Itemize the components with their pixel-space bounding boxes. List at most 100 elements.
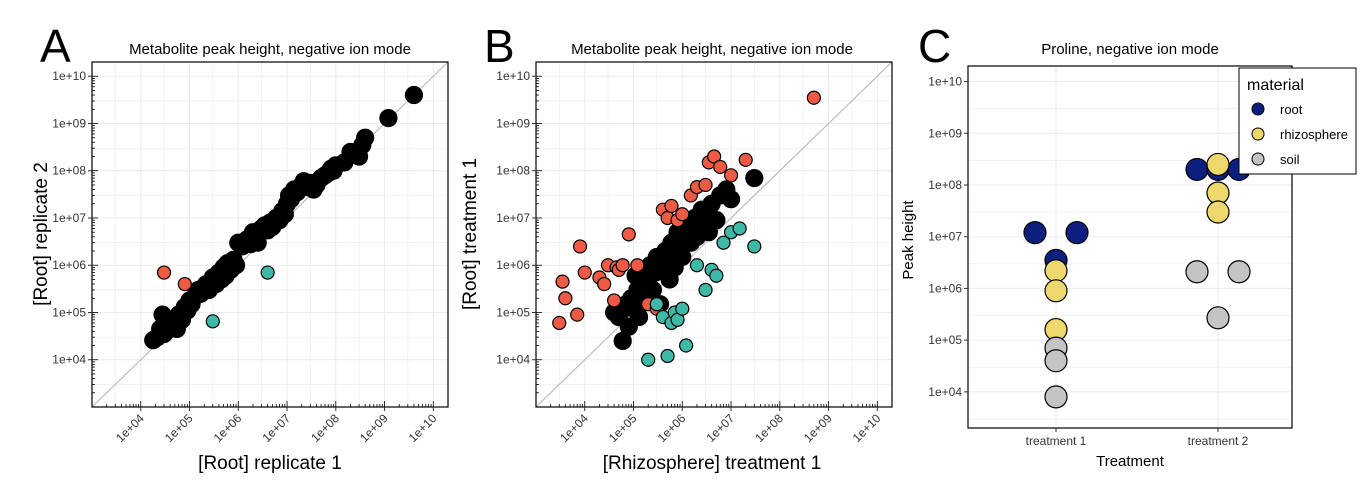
x-axis-tick-label: 1e+08 <box>308 411 342 445</box>
data-point-up <box>570 307 585 322</box>
data-point-default <box>379 108 398 128</box>
data-point-up <box>177 276 192 292</box>
data-point-rhizosphere <box>1206 200 1230 224</box>
data-point-root <box>1023 221 1047 245</box>
panel-a-x-axis-label: [Root] replicate 1 <box>198 453 342 474</box>
data-point-default <box>226 256 246 275</box>
x-axis-tick-label: 1e+06 <box>655 411 689 445</box>
data-point-soil <box>1206 306 1230 330</box>
y-axis-tick-label: 1e+10 <box>52 69 86 83</box>
panel-c-ticks: 1e+04 1e+05 1e+06 1e+07 1e+08 1e+09 1e+10 treat… <box>928 75 1248 448</box>
panel-c-title: Proline, negative ion mode <box>1041 41 1219 58</box>
panel-c-y-axis-label: Peak height <box>900 200 917 280</box>
x-axis-tick-label: 1e+06 <box>211 411 245 445</box>
panel-c-x-axis-label: Treatment <box>1096 453 1165 470</box>
legend-label-soil: soil <box>1280 152 1300 167</box>
y-axis-tick-label: 1e+10 <box>496 69 530 83</box>
y-axis-tick-label: 1e+07 <box>928 230 962 244</box>
data-point-rhizosphere <box>1044 279 1068 303</box>
panel-c-points <box>1023 152 1251 409</box>
data-point-up <box>552 315 567 331</box>
data-point-soil <box>1227 260 1251 284</box>
panel-b-grid <box>536 62 892 407</box>
data-point-down <box>641 352 656 367</box>
legend-label-rhizosphere: rhizosphere <box>1280 127 1348 142</box>
data-point-up <box>675 207 690 222</box>
y-axis-tick-label: 1e+07 <box>496 211 530 225</box>
y-axis-tick-label: 1e+05 <box>496 305 530 319</box>
y-axis-tick-label: 1e+06 <box>928 281 962 295</box>
legend-swatch-root <box>1251 102 1265 116</box>
data-point-up <box>555 274 570 289</box>
y-axis-tick-label: 1e+08 <box>496 164 530 178</box>
data-point-up <box>597 276 612 292</box>
data-point-down <box>675 301 690 316</box>
panel-b-x-axis-label: [Rhizosphere] treatment 1 <box>603 453 822 474</box>
panel-letter-b: B <box>484 20 515 72</box>
y-axis-tick-label: 1e+04 <box>928 385 962 399</box>
y-axis-tick-label: 1e+09 <box>928 126 962 140</box>
x-axis-tick-label: 1e+09 <box>357 411 391 445</box>
x-axis-tick-label: 1e+04 <box>113 411 147 445</box>
data-point-up <box>664 198 679 214</box>
data-point-soil <box>1044 349 1068 373</box>
y-axis-tick-label: 1e+05 <box>928 333 962 347</box>
x-axis-tick-label: treatment 1 <box>1026 434 1087 448</box>
panel-b-points <box>552 90 821 367</box>
data-point-up <box>577 265 592 280</box>
data-point-up <box>558 291 573 306</box>
data-point-soil <box>1185 260 1209 284</box>
x-axis-tick-label: 1e+10 <box>406 411 440 445</box>
data-point-down <box>679 338 694 353</box>
data-point-up <box>707 149 722 164</box>
data-point-up <box>630 258 645 273</box>
x-axis-tick-label: 1e+07 <box>703 411 737 445</box>
data-point-down <box>732 221 747 236</box>
data-point-up <box>572 239 588 254</box>
y-axis-tick-label: 1e+09 <box>496 116 530 130</box>
data-point-default <box>673 247 692 267</box>
panel-c-legend: material root rhizosphere soil <box>1238 67 1357 175</box>
panel-c: C Proline, negative ion mode 1e+041e+051… <box>900 20 1357 470</box>
x-axis-tick-label: treatment 2 <box>1188 434 1249 448</box>
data-point-up <box>621 227 636 242</box>
panel-a-points <box>144 85 424 350</box>
data-point-soil <box>1044 385 1068 409</box>
data-point-down <box>205 314 220 329</box>
data-point-root <box>1185 157 1209 182</box>
panel-c-frame <box>967 65 1293 429</box>
legend-title: material <box>1247 77 1304 94</box>
data-point-default <box>629 307 649 327</box>
y-axis-tick-label: 1e+04 <box>52 353 86 367</box>
legend-label-root: root <box>1280 102 1303 117</box>
panel-c-plot-area <box>968 66 1292 428</box>
data-point-rhizosphere <box>1206 152 1230 177</box>
data-point-rhizosphere <box>1044 259 1068 283</box>
data-point-down <box>709 268 724 283</box>
y-axis-tick-label: 1e+09 <box>52 116 86 130</box>
panel-b-y-axis-label: [Root] treatment 1 <box>460 158 481 310</box>
data-point-default <box>707 211 726 230</box>
x-axis-tick-label: 1e+05 <box>162 411 196 445</box>
data-point-default <box>745 168 764 188</box>
data-point-up <box>607 293 622 308</box>
y-axis-tick-label: 1e+10 <box>928 75 962 89</box>
data-point-up <box>806 90 821 105</box>
y-axis-tick-label: 1e+08 <box>928 178 962 192</box>
data-point-up <box>615 258 630 273</box>
panel-a: A Metabolite peak height, negative ion m… <box>31 20 449 474</box>
legend-swatch-soil <box>1251 152 1265 166</box>
data-point-up <box>698 177 713 193</box>
y-axis-tick-label: 1e+06 <box>52 258 86 272</box>
x-axis-tick-label: 1e+09 <box>801 411 835 445</box>
data-point-down <box>747 239 762 254</box>
y-axis-tick-label: 1e+07 <box>52 211 86 225</box>
panel-a-frame <box>91 61 449 408</box>
data-point-down <box>660 348 675 364</box>
y-axis-tick-label: 1e+08 <box>52 164 86 178</box>
y-axis-tick-label: 1e+05 <box>52 305 86 319</box>
data-point-default <box>721 190 741 209</box>
data-point-default <box>356 128 375 147</box>
panel-b-frame <box>535 61 893 408</box>
